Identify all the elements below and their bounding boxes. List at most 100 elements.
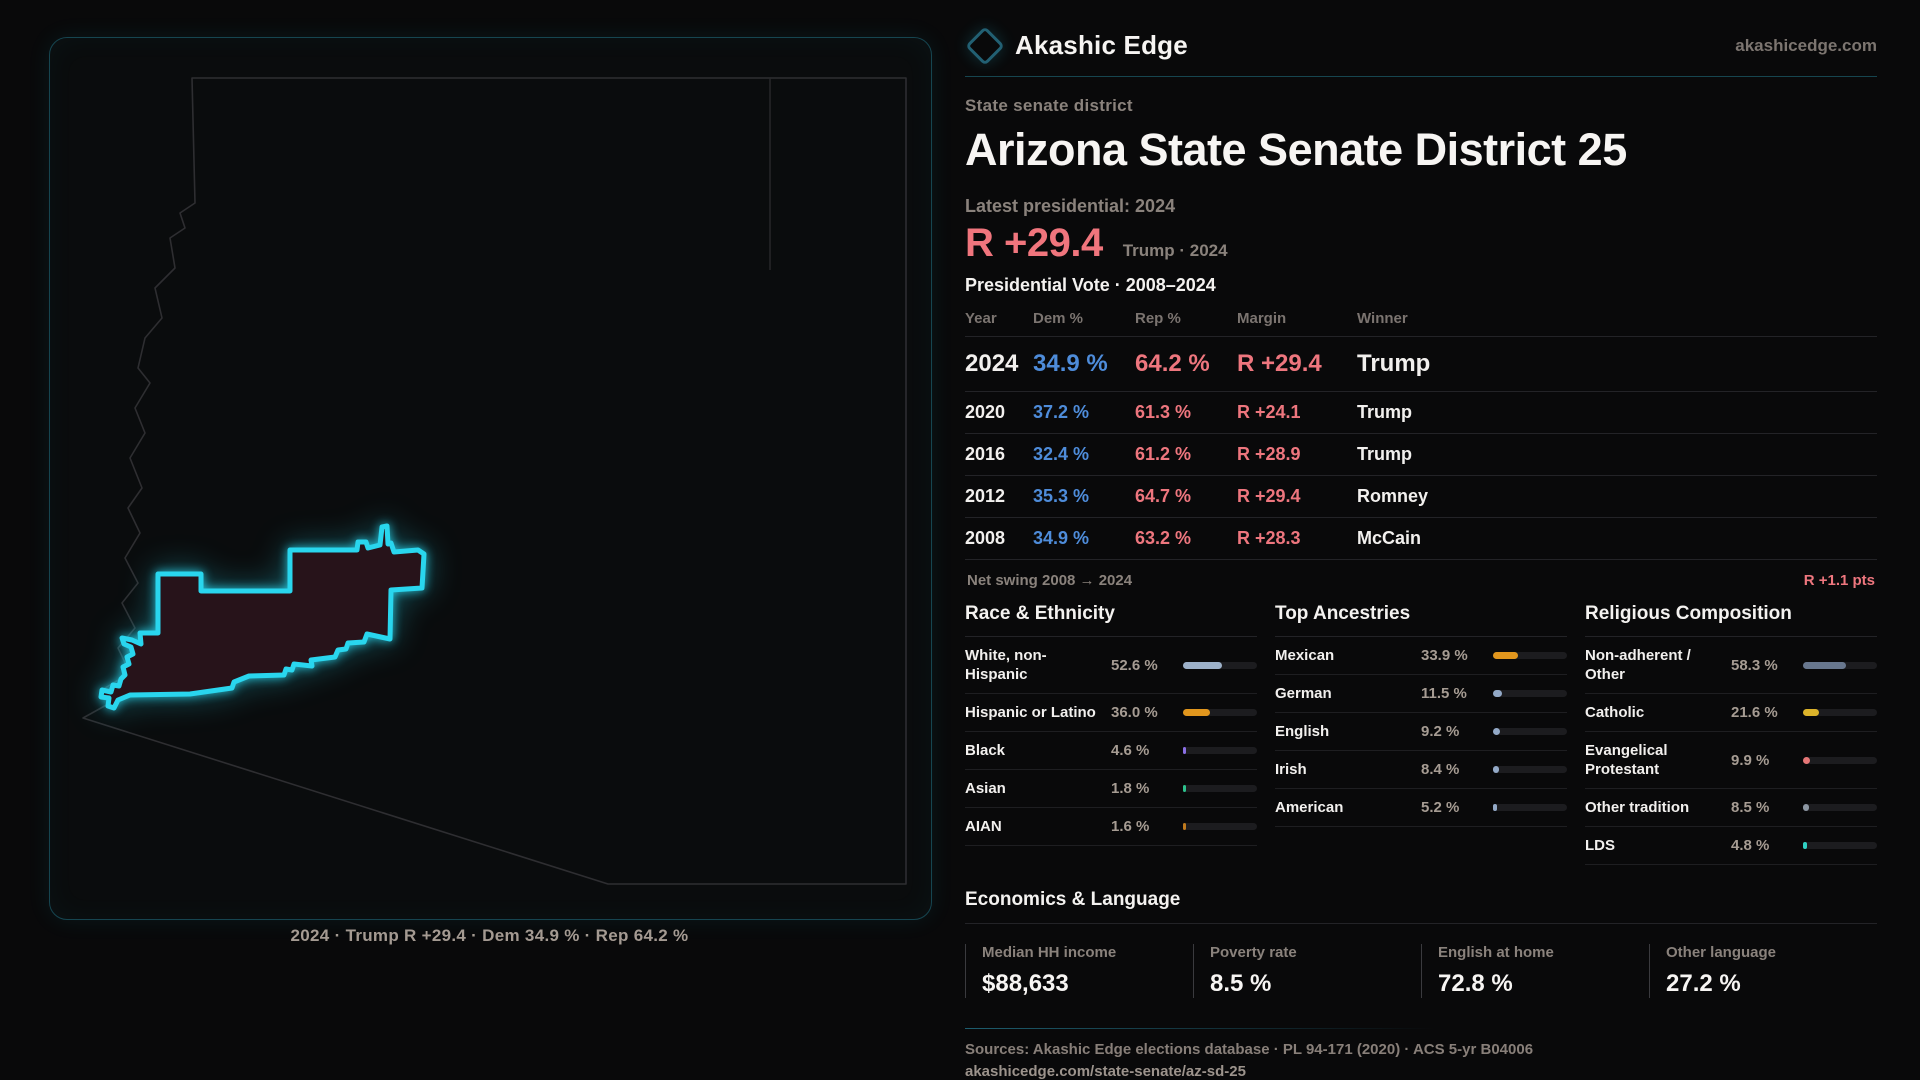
demo-label: Evangelical Protestant [1585, 742, 1668, 778]
bar-fill [1803, 661, 1847, 669]
demo-row: Black 4.6 % [965, 732, 1257, 770]
arizona-state-outline [82, 77, 907, 885]
demo-row: Catholic 21.6 % [1585, 694, 1877, 732]
latest-presidential-label: Latest presidential: 2024 [965, 196, 1176, 216]
bar-track [1183, 709, 1257, 716]
demo-value: 9.2 % [1421, 723, 1460, 740]
bar-fill [1493, 652, 1519, 659]
demo-label: Irish [1275, 761, 1307, 778]
sources-text: Sources: Akashic Edge elections database… [965, 1041, 1534, 1058]
demo-row: Non-adherent / Other 58.3 % [1585, 637, 1877, 694]
dem-cell: 37.2 % [1033, 402, 1090, 422]
stat-value: 27.2 % [1666, 970, 1741, 997]
demo-row: Evangelical Protestant 9.9 % [1585, 732, 1877, 789]
brand-domain-link[interactable]: akashicedge.com [1735, 35, 1877, 55]
demo-value: 9.9 % [1731, 751, 1770, 769]
bar-track [1803, 756, 1877, 764]
demo-value: 33.9 % [1421, 647, 1468, 664]
demo-label: German [1275, 685, 1332, 702]
demo-label: White, non-Hispanic [965, 647, 1047, 683]
bar-track [1493, 766, 1567, 773]
bar-track [1803, 709, 1877, 716]
vote-table: Year Dem % Rep % Margin Winner 2024 34.9… [965, 305, 1877, 560]
year-cell: 2012 [965, 486, 1006, 506]
demo-label: AIAN [965, 818, 1002, 835]
demo-col-title: Race & Ethnicity [965, 603, 1257, 637]
demo-label: LDS [1585, 837, 1615, 854]
vote-row-2012: 2012 35.3 % 64.7 % R +29.4 Romney [965, 476, 1877, 518]
demo-row: White, non-Hispanic 52.6 % [965, 637, 1257, 694]
demo-col-title: Religious Composition [1585, 603, 1877, 637]
bar-fill [1183, 709, 1210, 716]
bar-fill [1183, 747, 1187, 754]
year-cell: 2008 [965, 528, 1006, 548]
permalink[interactable]: akashicedge.com/state-senate/az-sd-25 [965, 1063, 1246, 1080]
brand-name: Akashic Edge [1015, 30, 1188, 60]
bar-track [1183, 785, 1257, 792]
margin-headline: R +29.4 [965, 221, 1103, 265]
bar-fill [1803, 842, 1807, 849]
demo-col-religion: Religious Composition Non-adherent / Oth… [1585, 603, 1877, 865]
demo-label: English [1275, 723, 1330, 740]
stat-label: English at home [1438, 944, 1554, 961]
stat-label: Other language [1666, 944, 1777, 961]
margin-note: Trump · 2024 [1122, 241, 1228, 260]
demo-value: 36.0 % [1111, 704, 1158, 721]
diamond-logo-icon [965, 25, 1005, 66]
dem-cell: 35.3 % [1033, 486, 1090, 506]
map-caption: 2024 · Trump R +29.4 · Dem 34.9 % · Rep … [290, 926, 689, 945]
vote-row-2024: 2024 34.9 % 64.2 % R +29.4 Trump [965, 337, 1877, 392]
bar-track [1803, 661, 1877, 669]
bar-track [1183, 661, 1257, 669]
stat-label: Poverty rate [1210, 944, 1297, 961]
bar-fill [1803, 709, 1819, 716]
footer: Sources: Akashic Edge elections database… [965, 1028, 1877, 1080]
margin-cell: R +29.4 [1237, 350, 1322, 377]
net-swing-row: Net swing 2008 → 2024 R +1.1 pts [965, 560, 1877, 591]
demo-label: Catholic [1585, 704, 1645, 721]
col-margin: Margin [1237, 310, 1287, 327]
demo-row: American 5.2 % [1275, 789, 1567, 827]
stat-value: 8.5 % [1210, 970, 1272, 997]
bar-fill [1803, 804, 1810, 811]
map-panel [49, 37, 932, 920]
winner-cell: Romney [1357, 486, 1429, 506]
rep-cell: 64.2 % [1135, 350, 1210, 377]
vote-row-2020: 2020 37.2 % 61.3 % R +24.1 Trump [965, 392, 1877, 434]
demo-value: 11.5 % [1421, 685, 1467, 702]
demo-label: Non-adherent / Other [1585, 647, 1691, 683]
demo-value: 4.6 % [1111, 742, 1150, 759]
stat-label: Median HH income [982, 944, 1117, 961]
margin-cell: R +28.3 [1237, 528, 1301, 548]
demo-col-title: Top Ancestries [1275, 603, 1567, 637]
demo-row: Asian 1.8 % [965, 770, 1257, 808]
bar-track [1493, 728, 1567, 735]
bar-fill [1183, 823, 1186, 830]
page-title: Arizona State Senate District 25 [965, 124, 1627, 175]
col-winner: Winner [1357, 310, 1408, 327]
demo-value: 1.6 % [1111, 818, 1150, 835]
stat-other-language: Other language 27.2 % [1649, 944, 1877, 998]
arizona-map [82, 77, 907, 885]
dem-cell: 34.9 % [1033, 350, 1108, 377]
vote-row-2008: 2008 34.9 % 63.2 % R +28.3 McCain [965, 518, 1877, 560]
demo-row: English 9.2 % [1275, 713, 1567, 751]
demo-row: German 11.5 % [1275, 675, 1567, 713]
demo-value: 21.6 % [1731, 704, 1778, 721]
stat-value: $88,633 [982, 970, 1069, 997]
demo-label: Other tradition [1585, 799, 1690, 816]
demo-label: Mexican [1275, 647, 1335, 664]
demo-row: Irish 8.4 % [1275, 751, 1567, 789]
bar-fill [1493, 728, 1500, 735]
winner-cell: Trump [1357, 444, 1413, 464]
bar-track [1493, 652, 1567, 659]
demo-value: 4.8 % [1731, 837, 1770, 854]
winner-cell: McCain [1357, 528, 1422, 548]
winner-cell: Trump [1357, 350, 1431, 377]
demo-value: 52.6 % [1111, 656, 1158, 674]
bar-fill [1493, 690, 1502, 697]
demo-label: Asian [965, 780, 1006, 797]
rep-cell: 61.3 % [1135, 402, 1192, 422]
rep-cell: 63.2 % [1135, 528, 1192, 548]
brand-header: Akashic Edge akashicedge.com [965, 25, 1877, 77]
